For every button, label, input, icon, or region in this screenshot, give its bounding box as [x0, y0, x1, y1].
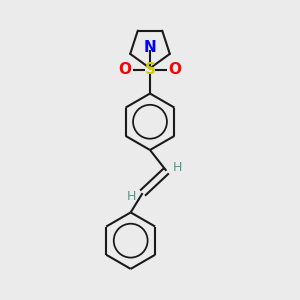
Text: O: O	[169, 62, 182, 77]
Text: H: H	[127, 190, 136, 203]
Text: N: N	[144, 40, 156, 55]
Text: O: O	[118, 62, 131, 77]
Text: S: S	[145, 62, 155, 77]
Text: H: H	[173, 161, 182, 174]
